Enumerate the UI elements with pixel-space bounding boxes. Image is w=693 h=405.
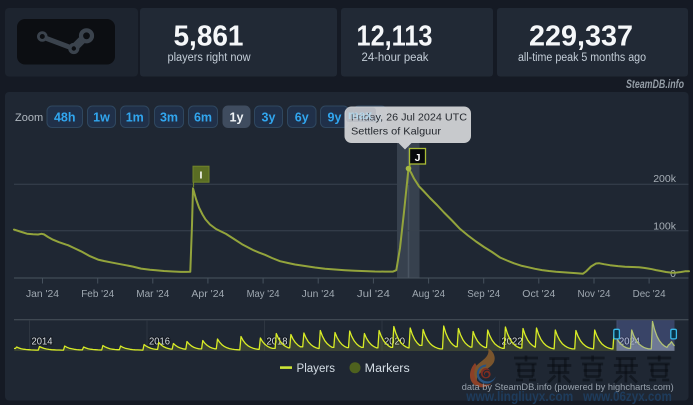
svg-text:May '24: May '24 — [247, 289, 280, 300]
svg-text:24-hour peak: 24-hour peak — [362, 52, 429, 64]
svg-text:200k: 200k — [653, 173, 677, 185]
svg-text:6m: 6m — [194, 111, 212, 125]
svg-text:Jul '24: Jul '24 — [357, 289, 391, 300]
svg-text:1w: 1w — [93, 111, 110, 125]
svg-text:Apr '24: Apr '24 — [191, 289, 224, 300]
svg-text:Feb '24: Feb '24 — [81, 289, 114, 300]
svg-text:229,337: 229,337 — [529, 21, 633, 53]
svg-text:3y: 3y — [262, 111, 276, 125]
svg-text:Settlers of Kalguur: Settlers of Kalguur — [351, 126, 442, 138]
svg-text:data by SteamDB.info (powered: data by SteamDB.info (powered by highcha… — [462, 382, 674, 393]
svg-text:12,113: 12,113 — [357, 21, 433, 53]
svg-text:all-time peak 5 months ago: all-time peak 5 months ago — [518, 52, 646, 64]
svg-text:3m: 3m — [160, 111, 178, 125]
svg-text:Nov '24: Nov '24 — [578, 289, 611, 300]
svg-text:Players: Players — [297, 363, 336, 375]
svg-text:www.06zyx.com: www.06zyx.com — [582, 389, 672, 404]
svg-text:max: max — [348, 108, 372, 122]
svg-text:www.lingliuyx.com: www.lingliuyx.com — [465, 389, 573, 404]
svg-text:Mar '24: Mar '24 — [136, 289, 169, 300]
svg-text:Friday, 26 Jul 2024 UTC: Friday, 26 Jul 2024 UTC — [351, 112, 467, 124]
svg-text:Sep '24: Sep '24 — [467, 289, 500, 300]
svg-text:100k: 100k — [653, 221, 677, 233]
svg-text:Jan '24: Jan '24 — [26, 289, 59, 300]
svg-text:2020: 2020 — [384, 337, 405, 348]
svg-text:J: J — [415, 152, 421, 164]
svg-text:2014: 2014 — [32, 337, 53, 348]
svg-text:Zoom: Zoom — [15, 112, 43, 124]
svg-text:Jun '24: Jun '24 — [302, 289, 335, 300]
svg-text:6y: 6y — [295, 111, 309, 125]
svg-text:SteamDB.info: SteamDB.info — [626, 77, 684, 91]
svg-text:1y: 1y — [230, 111, 244, 125]
svg-text:Oct '24: Oct '24 — [522, 289, 555, 300]
svg-text:1m: 1m — [126, 111, 144, 125]
svg-text:2016: 2016 — [149, 337, 170, 348]
svg-text:48h: 48h — [54, 111, 76, 125]
svg-text:I: I — [200, 170, 203, 182]
svg-text:0: 0 — [670, 268, 676, 280]
svg-text:5,861: 5,861 — [174, 21, 244, 53]
svg-text:players right now: players right now — [168, 52, 252, 64]
svg-text:Aug '24: Aug '24 — [412, 289, 445, 300]
svg-text:Markers: Markers — [365, 363, 410, 375]
svg-text:Dec '24: Dec '24 — [633, 289, 666, 300]
svg-text:9y: 9y — [328, 111, 342, 125]
